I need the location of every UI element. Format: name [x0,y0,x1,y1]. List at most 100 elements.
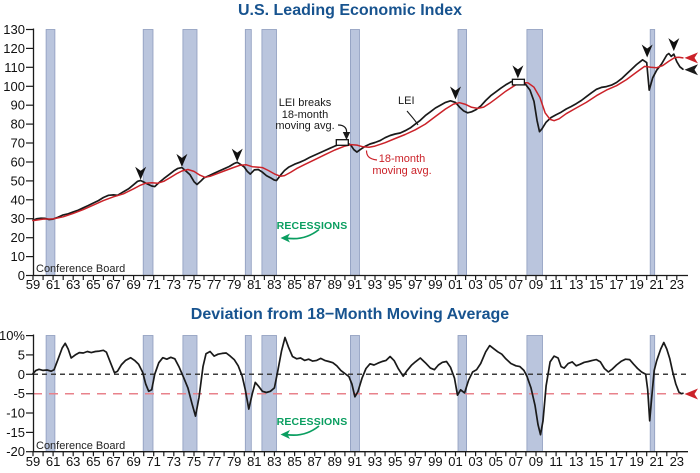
lei-breaks-arrowhead [342,132,351,140]
recession-band [457,29,468,276]
x-tick-label: 01 [448,277,462,292]
y-tick-label: 10 [11,249,25,264]
x-tick-label: 85 [287,454,301,469]
recession-band [349,29,360,276]
x-tick-label: 63 [66,277,80,292]
x-tick-label: 85 [287,277,301,292]
x-tick-label: 03 [468,277,482,292]
x-tick-label: 65 [86,454,100,469]
recession-band [182,29,198,276]
y-tick-label: 70 [11,136,25,151]
y-tick-label: 50 [11,173,25,188]
y-tick-label: 10% [0,328,25,343]
x-tick-label: 23 [670,277,684,292]
moving-avg-line [32,56,684,222]
down-arrow [641,44,653,58]
x-tick-label: 77 [207,277,221,292]
x-tick-label: 71 [146,454,160,469]
x-tick-label: 59 [26,454,40,469]
down-arrow [668,38,680,52]
x-tick-label: 81 [247,454,261,469]
x-tick-label: 63 [66,454,80,469]
x-tick-label: 73 [167,454,181,469]
y-tick-label: 100 [3,79,25,94]
x-tick-label: 11 [549,454,563,469]
x-tick-label: 15 [589,277,603,292]
recessions-label-bottom: RECESSIONS [276,416,348,428]
x-tick-label: 75 [187,454,201,469]
y-tick-label: 130 [3,22,25,37]
x-tick-label: 61 [46,454,60,469]
x-tick-label: 93 [368,454,382,469]
x-tick-label: 07 [509,277,523,292]
x-tick-label: 81 [247,277,261,292]
x-tick-label: 83 [267,277,281,292]
down-arrow [135,166,147,180]
down-arrow [231,148,243,162]
x-tick-label: 21 [649,454,663,469]
x-tick-label: 95 [388,277,402,292]
down-arrow [512,65,524,79]
x-tick-label: 97 [408,277,422,292]
x-tick-label: 87 [307,454,321,469]
x-tick-label: 73 [167,277,181,292]
chart-title-deviation: Deviation from 18−Month Moving Average [190,306,510,323]
x-tick-label: 91 [348,454,362,469]
x-tick-label: 77 [207,454,221,469]
y-tick-label: 0 [18,367,25,382]
source-label-bottom: Conference Board [36,440,126,452]
y-tick-label: 40 [11,192,25,207]
moving-avg-pointer-line [365,150,378,161]
x-tick-label: 99 [428,454,442,469]
x-tick-label: 93 [368,277,382,292]
recession-band [526,29,543,276]
x-tick-label: 89 [328,277,342,292]
x-tick-label: 09 [529,454,543,469]
recession-band [649,29,656,276]
y-tick-label: 120 [3,41,25,56]
annotation-moving-avg: 18-month moving avg. [372,153,432,177]
y-tick-label: 90 [11,98,25,113]
x-tick-label: 61 [46,277,60,292]
x-tick-label: 79 [227,454,241,469]
x-tick-label: 65 [86,277,100,292]
annotation-lei-breaks: LEI breaks 18-month moving avg. [275,97,335,132]
edge-arrow [684,64,698,76]
x-tick-label: 71 [146,277,160,292]
x-tick-label: 17 [609,277,623,292]
x-tick-label: 87 [307,277,321,292]
x-tick-label: 09 [529,277,543,292]
break-marker [335,139,349,146]
x-tick-label: 69 [126,277,140,292]
recession-band [261,29,277,276]
recessions-label-top: RECESSIONS [276,220,348,232]
lei-pointer-line [406,110,419,126]
x-tick-label: 91 [348,277,362,292]
recessions-arrow [285,425,320,436]
edge-arrow [684,52,698,64]
x-tick-label: 01 [448,454,462,469]
y-tick-label: 5 [18,347,25,362]
x-tick-label: 05 [489,454,503,469]
y-tick-label: 80 [11,117,25,132]
x-tick-label: 69 [126,454,140,469]
y-tick-label: 0 [18,268,25,283]
x-tick-label: 83 [267,454,281,469]
x-tick-label: 75 [187,277,201,292]
x-tick-label: 19 [629,454,643,469]
x-tick-label: 89 [328,454,342,469]
down-arrow [176,153,188,167]
recession-band [45,29,56,276]
x-tick-label: 67 [106,277,120,292]
x-tick-label: 97 [408,454,422,469]
x-tick-label: 99 [428,277,442,292]
y-tick-label: -10 [6,406,25,421]
edge-arrow [684,388,698,400]
y-tick-label: 60 [11,155,25,170]
deviation-line [32,336,684,436]
break-marker [511,78,526,86]
x-tick-label: 15 [589,454,603,469]
chart-title-lei: U.S. Leading Economic Index [237,2,463,19]
x-tick-label: 59 [26,277,40,292]
